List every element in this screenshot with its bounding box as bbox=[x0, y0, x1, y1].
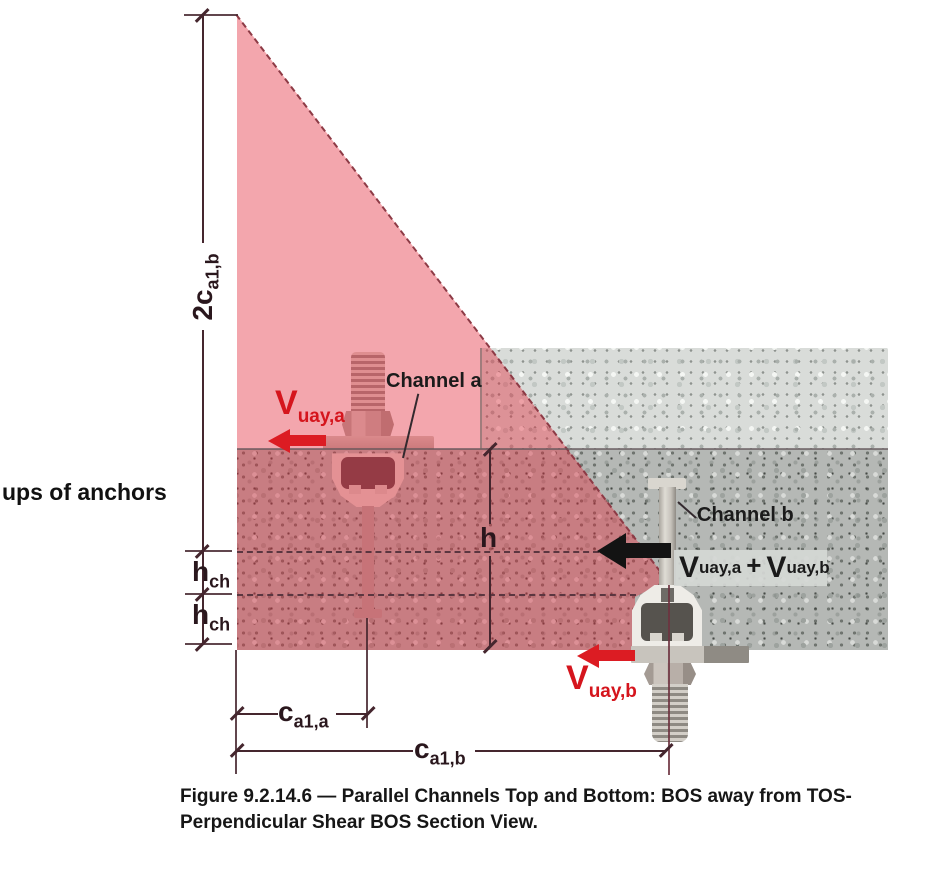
channel-b-callout: Channel b bbox=[697, 504, 794, 526]
channel-a-cavity bbox=[341, 457, 395, 489]
figure-caption-line2: Perpendicular Shear BOS Section View. bbox=[180, 812, 538, 833]
extension-stub bbox=[185, 593, 232, 595]
channel-a-lip-left bbox=[349, 485, 361, 494]
vuayb-label: Vuay,b bbox=[566, 659, 637, 702]
ca1b-dim-line-seg1 bbox=[237, 750, 413, 752]
h-dim-line-seg1 bbox=[489, 450, 491, 524]
channel-b-lip-right bbox=[672, 633, 684, 641]
vuayb-arrow-shaft bbox=[598, 650, 635, 661]
side-margin-text: ups of anchors bbox=[2, 479, 167, 505]
channel-a-anchor-stem bbox=[362, 506, 374, 612]
vuaya-arrow-shaft bbox=[289, 435, 326, 446]
figure-caption-line1: Figure 9.2.14.6 — Parallel Channels Top … bbox=[180, 786, 852, 807]
vuaya-arrow-head bbox=[268, 429, 290, 453]
channel-a-bolt bbox=[351, 352, 385, 414]
vuayb-arrow-head bbox=[577, 644, 599, 668]
dim-label-hch-lower: hch bbox=[192, 599, 231, 635]
sum-force-v1: V bbox=[679, 551, 700, 584]
channel-b-anchor-head bbox=[648, 478, 686, 489]
extension-stub bbox=[185, 550, 232, 552]
hch-dashed-line-lower bbox=[237, 594, 636, 596]
sum-force-operator: + bbox=[746, 550, 762, 580]
dim-label-ca1b: ca1,b bbox=[414, 733, 466, 769]
top-of-slab-line bbox=[237, 448, 888, 450]
ca1a-dim-line-seg2 bbox=[336, 713, 368, 715]
channel-b-nut bbox=[644, 663, 696, 685]
channel-a-anchor-head bbox=[354, 609, 382, 618]
sum-force-v2: V bbox=[766, 551, 787, 584]
h-dim-line-seg2 bbox=[489, 556, 491, 647]
channel-b-bolt bbox=[652, 684, 688, 742]
channel-a-callout: Channel a bbox=[386, 370, 482, 392]
ca1a-dim-line-seg1 bbox=[237, 713, 278, 715]
extension-line-top bbox=[184, 14, 238, 16]
dim-label-h: h bbox=[480, 522, 498, 553]
channel-b-centerline bbox=[668, 585, 670, 775]
channel-b-cavity bbox=[641, 603, 693, 641]
channel-b-plate bbox=[631, 646, 749, 663]
dim-label-2ca1b: 2ca1,b bbox=[187, 253, 223, 321]
extension-stub bbox=[185, 643, 232, 645]
channel-b-lip-left bbox=[650, 633, 662, 641]
sum-arrow-head bbox=[597, 533, 626, 569]
concrete-upper-block bbox=[480, 348, 888, 449]
vuaya-label: Vuay,a bbox=[275, 384, 345, 427]
channel-a-nut bbox=[342, 411, 394, 438]
extension-line-channel-a bbox=[366, 618, 368, 728]
dim-label-hch-upper: hch bbox=[192, 556, 231, 592]
figure-caption: Figure 9.2.14.6 — Parallel Channels Top … bbox=[180, 784, 920, 836]
left-dim-line-seg2 bbox=[202, 330, 204, 645]
channel-a-lip-right bbox=[375, 485, 387, 494]
channel-b-hat-slot bbox=[661, 588, 674, 602]
left-dim-line-seg1 bbox=[202, 15, 204, 243]
sum-arrow-shaft bbox=[625, 543, 671, 558]
ca1b-dim-line-seg2 bbox=[475, 750, 666, 752]
upper-block-edge-line bbox=[480, 348, 482, 449]
dim-label-ca1a: ca1,a bbox=[278, 696, 329, 732]
hch-dashed-line-upper bbox=[237, 551, 599, 553]
